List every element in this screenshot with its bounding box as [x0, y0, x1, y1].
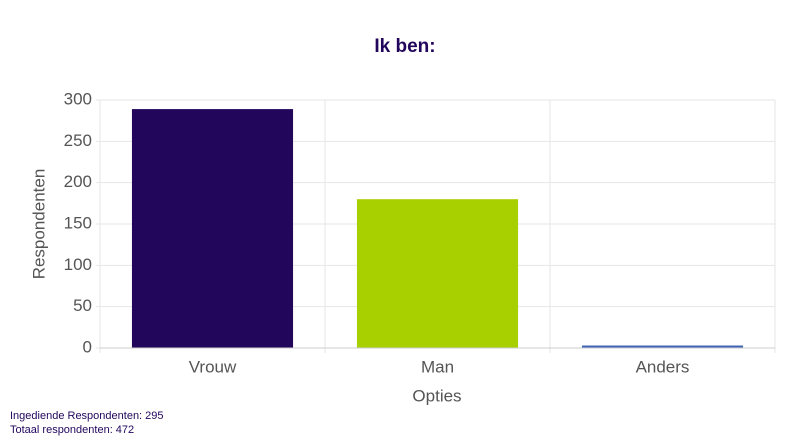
y-tick-label: 0	[83, 337, 92, 356]
y-axis-label: Respondenten	[29, 169, 48, 280]
chart-title: Ik ben:	[374, 36, 435, 57]
x-tick-label: Anders	[636, 357, 690, 376]
x-tick-label: Vrouw	[189, 357, 237, 376]
x-tick-label: Man	[421, 357, 454, 376]
y-tick-label: 50	[73, 296, 92, 315]
y-tick-label: 100	[64, 255, 92, 274]
bar	[356, 199, 519, 348]
bar	[131, 109, 294, 349]
footer-text: Totaal respondenten: 472	[10, 424, 134, 436]
y-tick-label: 250	[64, 131, 92, 150]
footer-text: Ingediende Respondenten: 295	[10, 410, 164, 422]
y-tick-label: 300	[64, 89, 92, 108]
y-tick-label: 200	[64, 172, 92, 191]
bar	[581, 345, 744, 348]
y-tick-label: 150	[64, 213, 92, 232]
x-axis-label: Opties	[412, 386, 461, 405]
